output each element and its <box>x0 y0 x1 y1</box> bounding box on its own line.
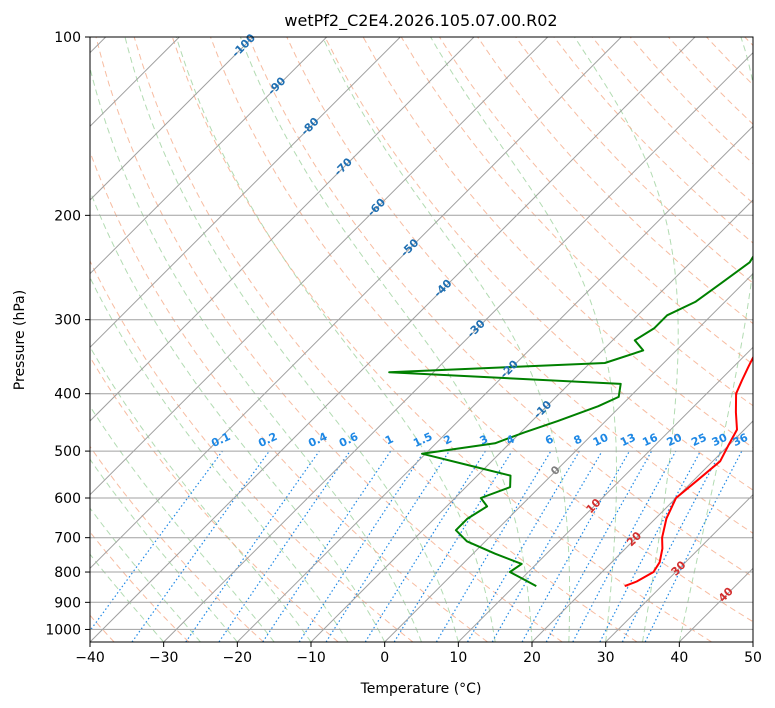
y-tick-label: 100 <box>54 30 81 46</box>
mixing-ratio-line <box>131 450 270 642</box>
pressure-gridlines <box>90 37 753 630</box>
x-tick-label: 40 <box>670 650 688 666</box>
dry-adiabat-line <box>248 37 753 578</box>
isotherm-line <box>531 420 753 642</box>
mixing-ratio-label: 13 <box>618 431 637 449</box>
mixing-ratio-line <box>262 450 392 642</box>
x-tick-label: −40 <box>75 650 105 666</box>
isotherm-line <box>384 272 753 642</box>
mixing-ratio-line <box>572 450 677 642</box>
isotherm-line <box>90 37 475 422</box>
y-tick-label: 1000 <box>45 622 81 638</box>
moist-adiabat-line <box>322 37 571 642</box>
mixing-ratio-label: 16 <box>640 431 660 449</box>
moist-adiabat-line <box>124 37 459 642</box>
y-tick-label: 300 <box>54 313 81 329</box>
isotherms <box>90 37 753 642</box>
dry-adiabat-line <box>286 37 753 534</box>
mixing-ratio-line <box>218 450 351 642</box>
mixing-ratio-label: 30 <box>710 431 730 449</box>
mixing-ratio-lines <box>90 450 743 642</box>
moist-adiabat-line <box>90 189 386 642</box>
isotherm-line <box>310 199 753 642</box>
mixing-ratio-line <box>298 450 425 642</box>
moist-adiabat-line <box>239 37 533 642</box>
y-tick-label: 800 <box>54 565 81 581</box>
dry-adiabat-line <box>171 37 712 642</box>
moist-adiabat-line <box>574 37 679 642</box>
x-axis: −40 −30 −20 −10 0 10 20 30 40 50 <box>75 642 762 666</box>
mixing-ratio-line <box>185 450 320 642</box>
isotherm-line <box>236 125 753 642</box>
mixing-ratio-line <box>545 450 653 642</box>
isotherm-line <box>90 37 549 496</box>
temperature-line <box>624 355 753 588</box>
x-tick-label: −10 <box>296 650 326 666</box>
sounding-profiles <box>388 254 753 588</box>
x-tick-label: −20 <box>223 650 253 666</box>
moist-adiabat-line <box>90 507 201 642</box>
mixing-ratio-line <box>644 450 743 642</box>
isotherm-line <box>163 51 753 642</box>
dry-adiabat-line <box>515 37 753 284</box>
moist-adiabat-line <box>90 553 165 642</box>
isotherm-line <box>90 37 328 275</box>
y-tick-label: 500 <box>54 444 81 460</box>
mixing-ratio-line <box>393 450 513 642</box>
isotherm-line <box>90 37 254 201</box>
mixing-ratio-line <box>90 450 223 632</box>
y-tick-label: 900 <box>54 595 81 611</box>
mixing-ratio-label: 10 <box>591 431 611 449</box>
x-tick-label: 0 <box>380 650 389 666</box>
dry-adiabats <box>90 37 753 642</box>
plot-frame <box>89 36 754 643</box>
y-tick-label: 600 <box>54 491 81 507</box>
y-axis-title: Pressure (hPa) <box>12 290 28 390</box>
x-tick-label: −30 <box>149 650 179 666</box>
moist-adiabat-line <box>90 65 422 642</box>
dry-adiabat-line <box>95 37 563 642</box>
isotherm-line <box>605 493 753 642</box>
isotherm-line <box>90 37 696 642</box>
moist-adiabat-line <box>90 405 275 642</box>
isotherm-line <box>90 37 622 570</box>
dry-adiabat-line <box>90 356 339 642</box>
x-axis-title: Temperature (°C) <box>360 681 482 697</box>
mixing-ratio-line <box>521 450 631 642</box>
moist-adiabat-line <box>90 276 349 642</box>
mixing-ratio-label: 36 <box>731 431 751 449</box>
dry-adiabat-line <box>133 37 638 642</box>
moist-adiabat-line <box>678 37 753 642</box>
x-tick-label: 10 <box>449 650 467 666</box>
x-tick-label: 30 <box>597 650 615 666</box>
isotherm-line <box>90 37 401 349</box>
moist-adiabat-line <box>175 37 496 642</box>
x-tick-label: 50 <box>744 650 762 666</box>
dry-adiabat-line <box>90 445 264 642</box>
mixing-ratio-label: 20 <box>665 431 685 449</box>
mixing-ratio-label: 25 <box>689 431 708 449</box>
dry-adiabat-line <box>210 37 753 623</box>
dry-adiabat-line <box>90 259 414 642</box>
y-tick-label: 700 <box>54 531 81 547</box>
x-tick-label: 20 <box>523 650 541 666</box>
y-tick-label: 400 <box>54 387 81 403</box>
moist-adiabat-line <box>90 458 238 642</box>
mixing-ratio-line <box>325 450 450 642</box>
isotherm-line <box>457 346 753 642</box>
moist-adiabat-line <box>430 37 617 642</box>
dry-adiabat-line <box>324 37 753 491</box>
dewpoint-line <box>388 254 753 587</box>
chart-title: wetPf2_C2E4.2026.105.07.00.R02 <box>284 11 557 31</box>
y-tick-label: 200 <box>54 208 81 224</box>
y-axis: 100 200 300 400 500 600 700 800 900 1000 <box>45 30 90 638</box>
